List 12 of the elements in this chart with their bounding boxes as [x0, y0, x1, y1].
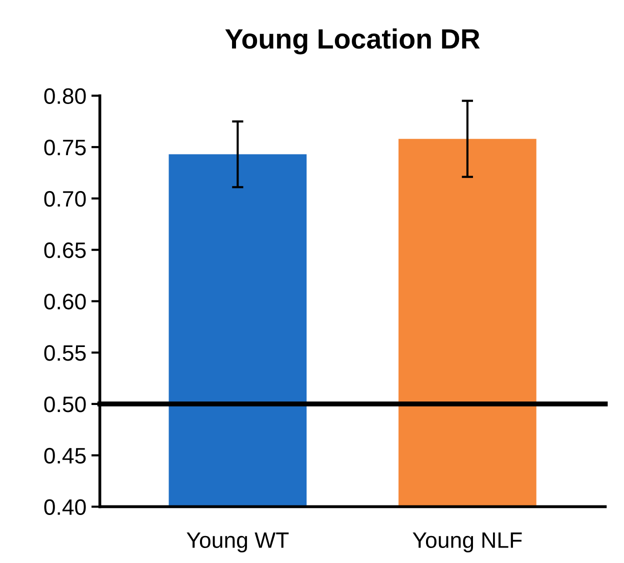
y-tick-label: 0.40	[44, 499, 86, 515]
y-tick-label: 0.60	[44, 294, 86, 310]
y-tick-label: 0.50	[44, 396, 86, 412]
x-tick-label: Young WT	[186, 532, 289, 552]
y-tick-label: 0.65	[44, 242, 86, 258]
y-tick-label: 0.70	[44, 190, 86, 207]
y-tick-label: 0.55	[44, 345, 86, 361]
y-tick-label: 0.45	[44, 448, 86, 464]
y-tick-label: 0.80	[44, 88, 86, 104]
x-tick-label: Young NLF	[412, 532, 522, 552]
y-tick-label: 0.75	[44, 140, 86, 156]
chart-title: Young Location DR	[225, 28, 480, 54]
